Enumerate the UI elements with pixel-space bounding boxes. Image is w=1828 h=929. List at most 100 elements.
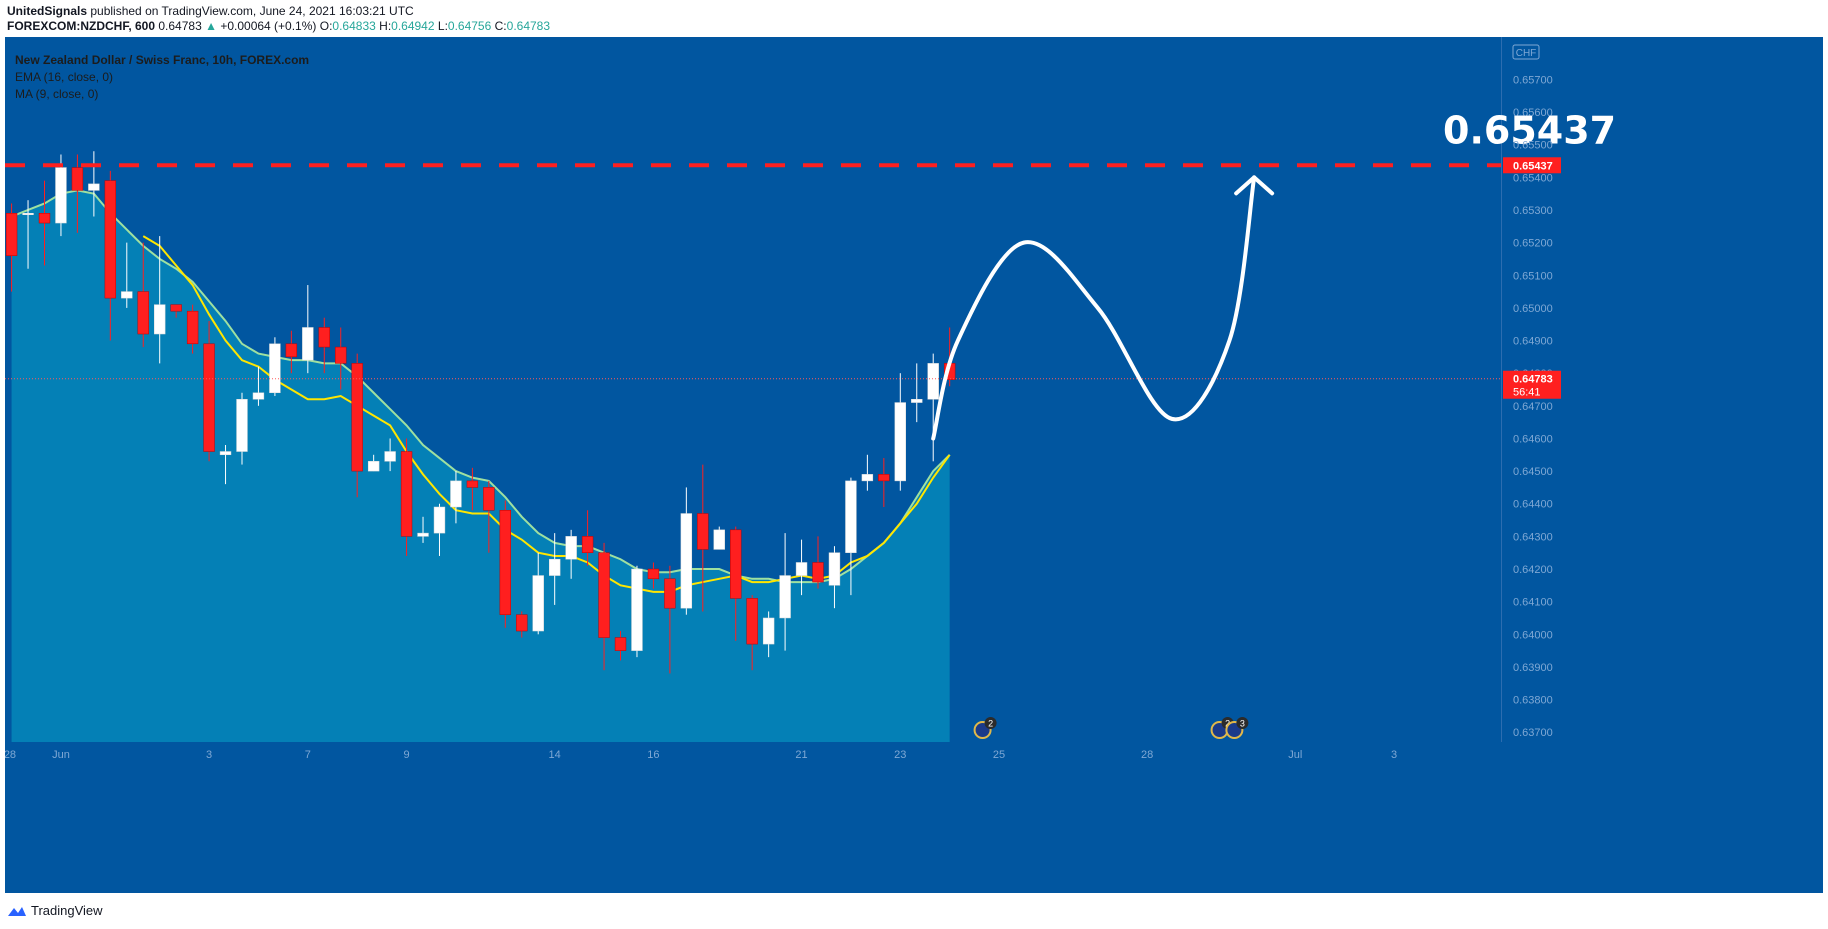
x-tick-label: Jun: [52, 749, 70, 761]
projection-path: [931, 175, 1257, 441]
footer: TradingView: [7, 903, 103, 918]
y-tick-label: 0.65200: [1513, 238, 1553, 250]
legend-ema: EMA (16, close, 0): [15, 70, 114, 84]
candle-up: [367, 461, 380, 472]
symbol-label: FOREXCOM:NZDCHF, 600: [7, 19, 156, 33]
candle-down: [483, 487, 495, 511]
last-price: 0.64783: [158, 19, 202, 33]
x-tick-label: 16: [647, 749, 659, 761]
candle-up: [252, 392, 265, 400]
y-tick-label: 0.63900: [1513, 662, 1553, 674]
candle-up: [894, 402, 906, 482]
candle-down: [170, 304, 182, 312]
legend-title: New Zealand Dollar / Swiss Franc, 10h, F…: [15, 53, 310, 67]
close-label: C:: [494, 19, 507, 33]
event-count-label: 3: [1240, 719, 1245, 729]
y-tick-label: 0.64300: [1513, 531, 1553, 543]
candle-up: [302, 327, 314, 361]
last-price-label: 0.64783: [1513, 374, 1553, 386]
event-count-badge: [984, 717, 997, 729]
y-tick-label: 0.65000: [1513, 303, 1553, 315]
candle-down: [400, 451, 413, 537]
x-tick-label: 3: [1391, 749, 1397, 761]
resistance-price-label: 0.65437: [1513, 160, 1553, 172]
change-value: +0.00064 (+0.1%): [220, 19, 317, 33]
footer-brand[interactable]: TradingView: [31, 903, 103, 918]
resistance-price-tag: [1503, 157, 1561, 174]
currency-badge: CHF: [1516, 48, 1537, 59]
candle-up: [549, 558, 561, 576]
x-tick-label: 25: [993, 749, 1005, 761]
ohlc-line: FOREXCOM:NZDCHF, 600 0.64783 ▲ +0.00064 …: [7, 19, 550, 34]
candle-down: [878, 474, 890, 482]
ema-area-fill: [11, 190, 950, 742]
candle-up: [680, 513, 693, 609]
candle-down: [335, 346, 347, 364]
candle-down: [614, 637, 627, 651]
candle-up: [713, 529, 725, 550]
candle-up: [779, 575, 791, 619]
candle-up: [154, 304, 166, 335]
candle-down: [38, 213, 51, 224]
x-tick-label: 21: [795, 749, 807, 761]
candle-down: [5, 213, 18, 256]
candle-up: [845, 480, 857, 553]
change-arrow-icon: ▲: [205, 19, 217, 33]
x-tick-label: 7: [305, 749, 311, 761]
candle-up: [927, 363, 939, 400]
publish-line: UnitedSignals published on TradingView.c…: [7, 4, 550, 19]
candle-down: [71, 167, 84, 191]
event-marker: 2: [1210, 717, 1234, 739]
candle-down: [351, 363, 363, 472]
candle-up: [236, 399, 248, 452]
projection-arrowhead: [1234, 175, 1275, 196]
candle-down: [746, 598, 758, 645]
y-tick-label: 0.64000: [1513, 629, 1553, 641]
y-tick-label: 0.65600: [1513, 107, 1553, 119]
candle-down: [647, 568, 660, 580]
candle-up: [384, 451, 396, 462]
candle-up: [795, 562, 808, 576]
target-annotation: 0.65437: [1443, 108, 1616, 152]
candle-down: [516, 614, 528, 632]
candle-down: [203, 343, 215, 452]
y-tick-label: 0.65300: [1513, 205, 1553, 217]
candle-down: [137, 291, 149, 335]
open-value: 0.64833: [332, 19, 376, 33]
last-price-tag: [1503, 370, 1561, 399]
x-tick-label: 9: [404, 749, 410, 761]
candle-down: [598, 552, 610, 638]
candle-down: [730, 529, 742, 599]
currency-badge-box: [1512, 44, 1540, 60]
low-value: 0.64756: [447, 19, 492, 33]
low-label: L:: [437, 19, 448, 33]
high-label: H:: [379, 19, 392, 33]
price-chart[interactable]: 0.65437 0.65700 0.65600 0.65500 0.65400 0.653…: [5, 37, 1823, 893]
y-tick-label: 0.63800: [1513, 695, 1553, 707]
ema-line: [11, 189, 951, 584]
candle-up: [631, 568, 643, 651]
tradingview-logo-icon: [8, 906, 26, 916]
y-tick-label: 0.64600: [1513, 433, 1553, 445]
candle-down: [664, 578, 676, 609]
x-tick-label: 3: [206, 749, 212, 761]
y-tick-label: 0.64700: [1513, 401, 1553, 413]
close-value: 0.64783: [506, 19, 551, 33]
event-marker: 3: [1225, 717, 1249, 739]
open-label: O:: [319, 19, 333, 33]
x-tick-label: 28: [5, 749, 16, 761]
candle-up: [433, 506, 446, 534]
chart-legend: New Zealand Dollar / Swiss Franc, 10h, F…: [15, 52, 309, 103]
event-count-badge: [1236, 717, 1249, 729]
y-tick-label: 0.63700: [1513, 727, 1553, 739]
candle-up: [88, 183, 100, 191]
publisher-name[interactable]: UnitedSignals: [7, 4, 88, 18]
candle-down: [697, 513, 709, 550]
x-tick-label: Jul: [1288, 749, 1302, 761]
candle-up: [762, 617, 775, 645]
candle-up: [121, 291, 133, 299]
candle-up: [911, 399, 923, 403]
time-axis-background: [5, 742, 1823, 893]
y-tick-label: 0.64900: [1513, 336, 1553, 348]
y-tick-label: 0.64500: [1513, 466, 1553, 478]
